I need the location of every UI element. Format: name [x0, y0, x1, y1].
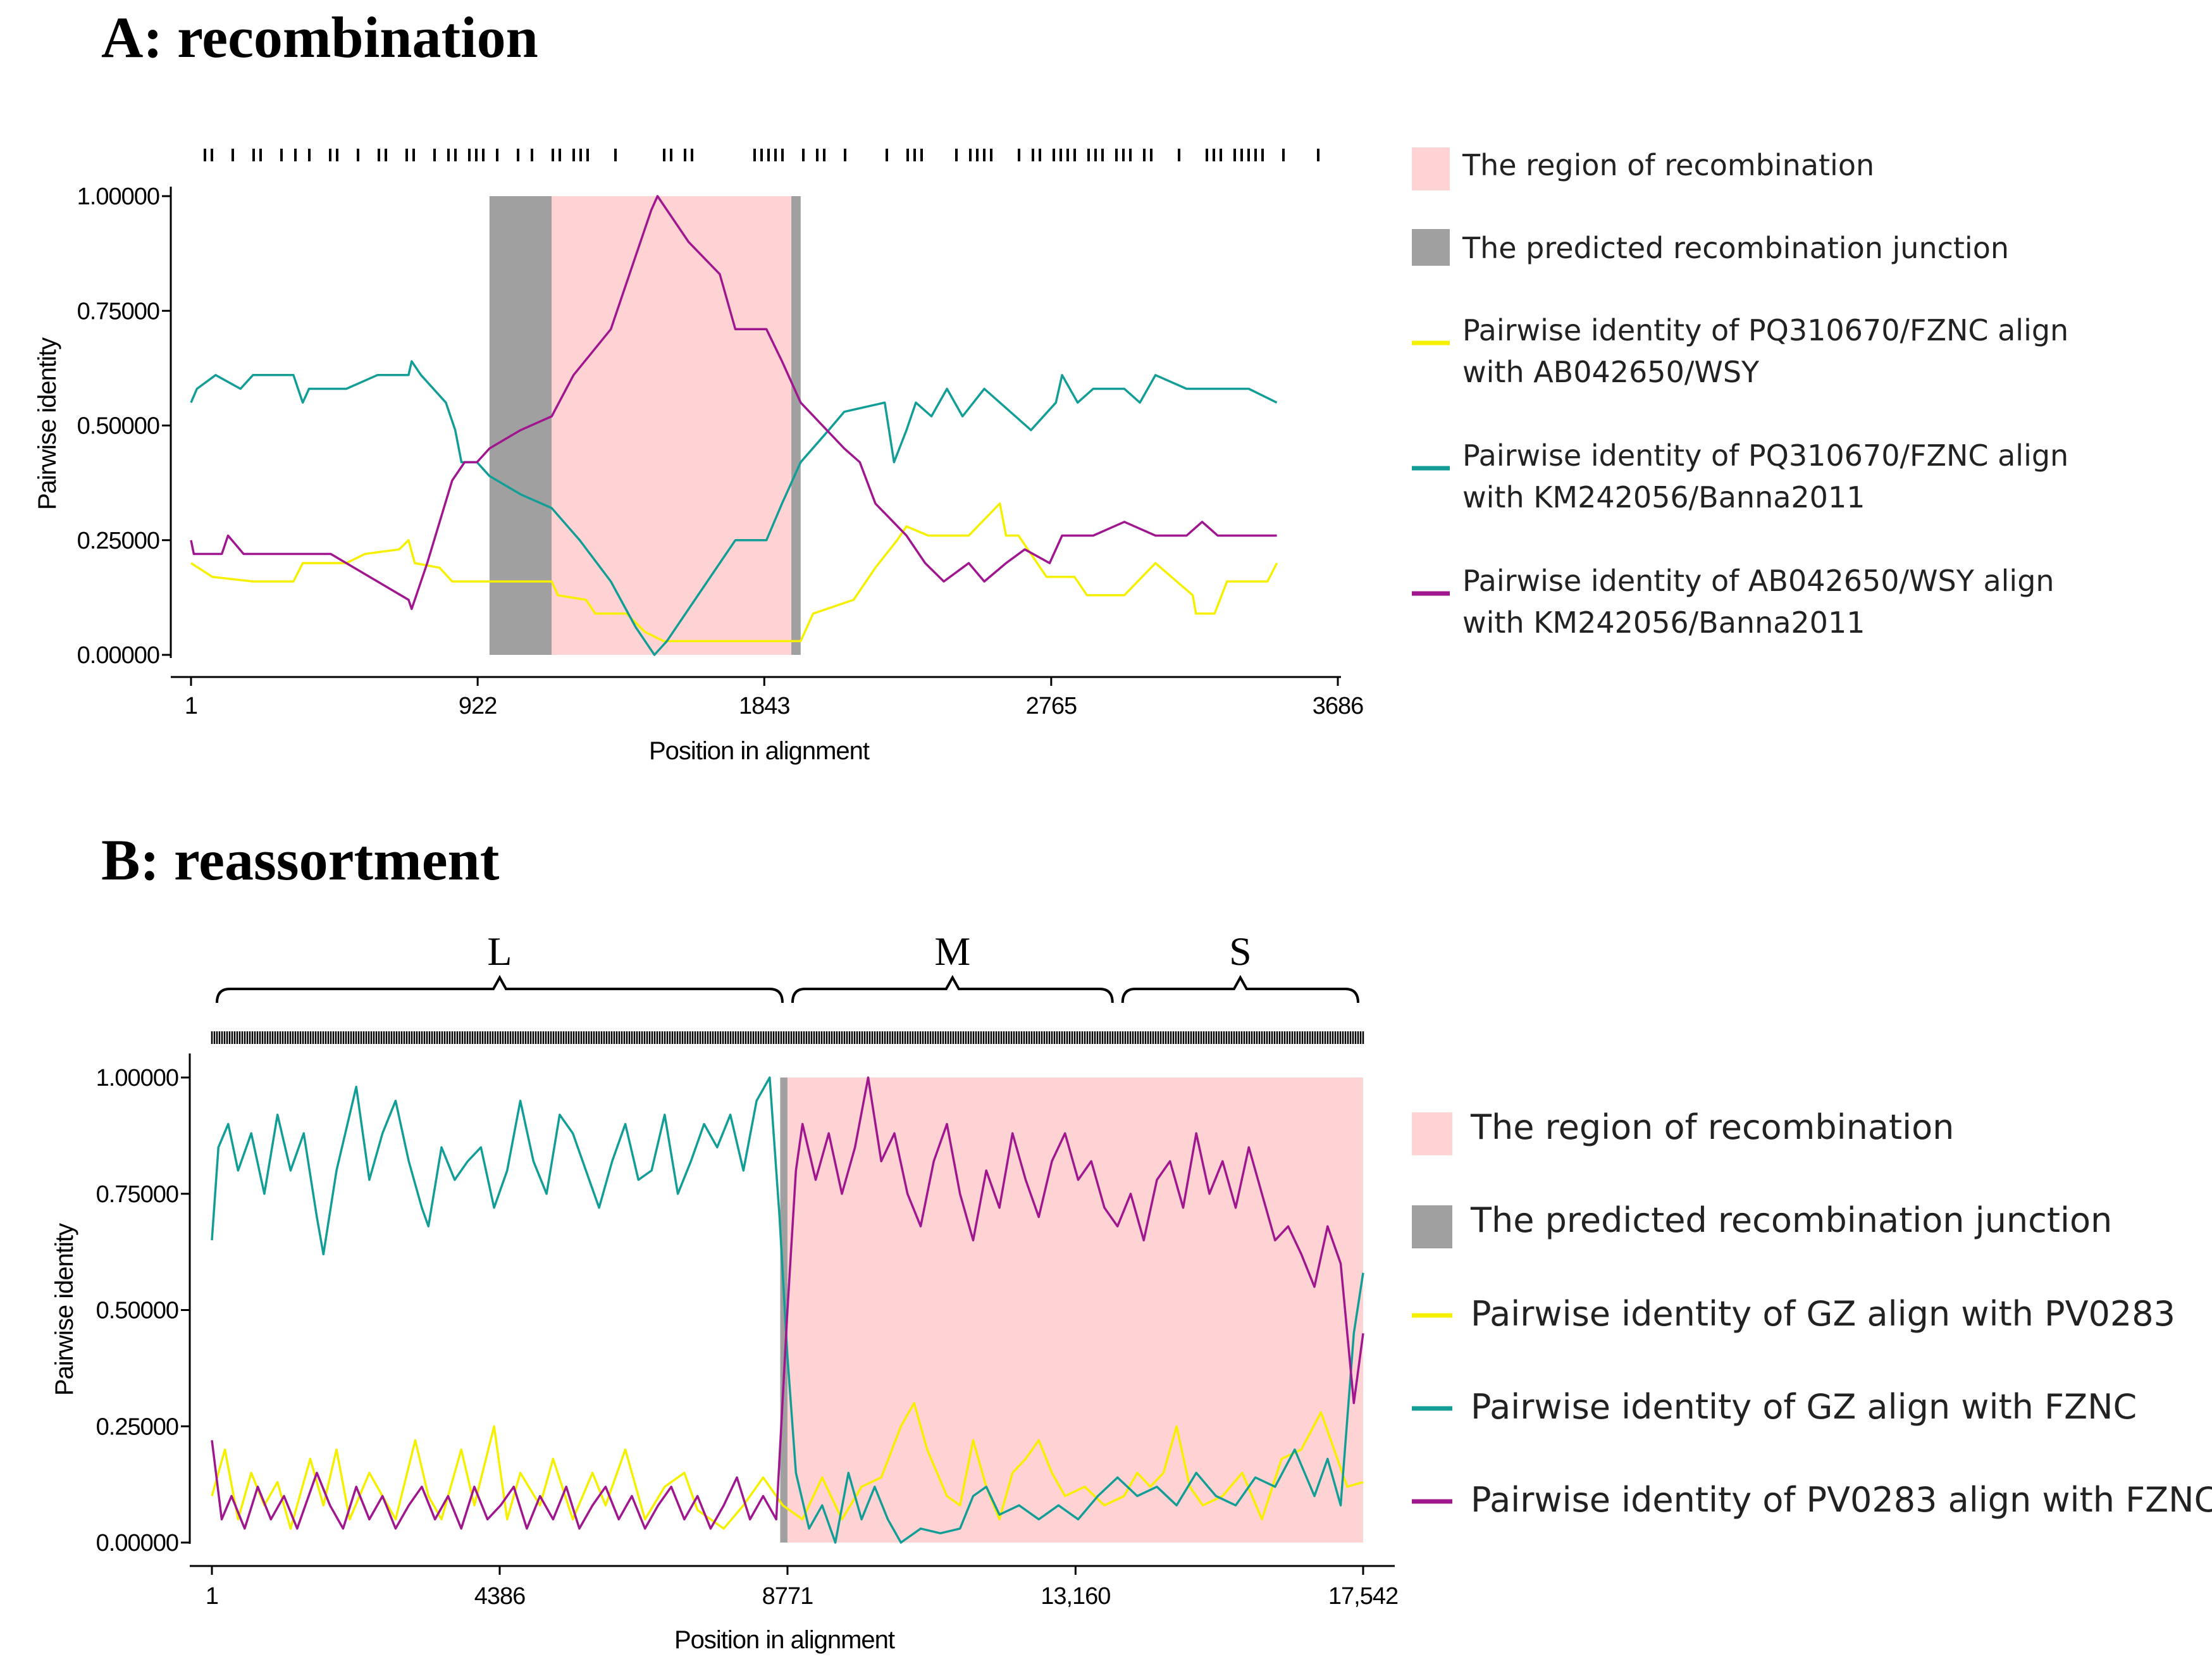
x-tick-label: 2765: [1026, 693, 1077, 719]
panel-b-axes: [188, 1053, 1395, 1567]
panel-b-y-axis-title: Pairwise identity: [51, 1223, 78, 1396]
x-tick-label: 17,542: [1328, 1583, 1398, 1610]
x-tick-label: 13,160: [1041, 1583, 1110, 1610]
shaded-junction-2: [791, 196, 801, 655]
y-tick-label: 0.75000: [96, 1181, 178, 1208]
legend-a-recombination-label: The region of recombination: [1462, 148, 1874, 182]
series-line-1: [211, 1401, 1364, 1530]
series-line-2: [190, 360, 1278, 656]
series-line-1: [190, 502, 1278, 643]
segment-brace-M: [791, 974, 1114, 1003]
x-tick-label: 1843: [739, 693, 790, 719]
segment-label-S: S: [1229, 929, 1252, 974]
legend-b-junction-swatch: [1412, 1205, 1452, 1248]
legend-a-series-3-line-1: Pairwise identity of AB042650/WSY align: [1462, 564, 2054, 598]
panel-b-legend: The region of recombination The predicte…: [1412, 1107, 2212, 1520]
panel-a-legend: The region of recombination The predicte…: [1412, 147, 2068, 640]
x-tick-label: 1: [206, 1583, 218, 1610]
x-tick-label: 8771: [762, 1583, 813, 1610]
y-tick-label: 1.00000: [96, 1065, 178, 1091]
y-tick-label: 0.50000: [77, 413, 159, 440]
series-line-3: [190, 195, 1277, 611]
panel-b-x-axis-title: Position in alignment: [674, 1626, 895, 1654]
panel-a-series: [190, 195, 1278, 656]
segment-brace-L: [216, 974, 784, 1003]
panel-a-y-axis-title: Pairwise identity: [34, 337, 61, 510]
y-tick-label: 0.00000: [77, 642, 159, 669]
legend-a-series-2-line-1: Pairwise identity of PQ310670/FZNC align: [1462, 438, 2068, 473]
panel-b: B: reassortment L M S 1.00000 0.75000 0.5000…: [51, 828, 2212, 1654]
panel-a-y-ticks: 1.00000 0.75000 0.50000 0.25000 0.00000: [77, 183, 171, 669]
shaded-recombination-1: [552, 196, 792, 655]
y-tick-label: 1.00000: [77, 183, 159, 210]
y-tick-label: 0.00000: [96, 1530, 178, 1556]
legend-b-recombination-swatch: [1412, 1112, 1452, 1155]
panel-a-title: A: recombination: [101, 5, 538, 70]
legend-a-series-2-line-2: with KM242056/Banna2011: [1462, 480, 1865, 514]
panel-b-y-ticks: 1.00000 0.75000 0.50000 0.25000 0.00000: [96, 1065, 190, 1556]
legend-b-series-3-label: Pairwise identity of PV0283 align with F…: [1471, 1480, 2212, 1520]
panel-a: A: recombination 1.00000 0.75000 0.50000 0.…: [34, 5, 2068, 765]
y-tick-label: 0.25000: [96, 1413, 178, 1440]
legend-b-junction-label: The predicted recombination junction: [1470, 1200, 2112, 1240]
legend-a-junction-swatch: [1412, 229, 1450, 266]
legend-b-series-2-label: Pairwise identity of GZ align with FZNC: [1471, 1387, 2137, 1427]
segment-brace-S: [1121, 974, 1359, 1003]
panel-b-site-marks: [211, 1031, 1364, 1044]
panel-b-shaded-regions: [780, 1078, 1363, 1543]
y-tick-label: 0.50000: [96, 1298, 178, 1324]
panel-a-shaded-regions: [489, 196, 801, 655]
segment-label-M: M: [934, 929, 970, 974]
legend-a-series-1-line-2: with AB042650/WSY: [1462, 355, 1760, 389]
shaded-junction-0: [489, 196, 552, 655]
legend-b-recombination-label: The region of recombination: [1470, 1107, 1954, 1147]
legend-a-series-3-line-2: with KM242056/Banna2011: [1462, 606, 1865, 640]
x-tick-label: 1: [185, 693, 197, 719]
legend-a-recombination-swatch: [1412, 147, 1450, 190]
legend-b-series-1-label: Pairwise identity of GZ align with PV028…: [1471, 1294, 2175, 1334]
segment-label-L: L: [487, 929, 512, 974]
panel-a-site-marks: [204, 149, 1319, 161]
panel-a-x-axis-title: Position in alignment: [649, 737, 870, 765]
panel-b-title: B: reassortment: [101, 828, 500, 892]
panel-b-x-ticks: 1 4386 8771 13,160 17,542: [206, 1566, 1399, 1610]
x-tick-label: 922: [459, 693, 497, 719]
y-tick-label: 0.25000: [77, 528, 159, 554]
series-line-2: [211, 1076, 1364, 1544]
panel-b-series: [211, 1076, 1364, 1544]
x-tick-label: 4386: [474, 1583, 526, 1610]
y-tick-label: 0.75000: [77, 298, 159, 325]
series-line-3: [211, 1076, 1364, 1530]
x-tick-label: 3686: [1313, 693, 1364, 719]
panel-a-axes: [170, 187, 1341, 678]
legend-a-junction-label: The predicted recombination junction: [1462, 231, 2009, 265]
panel-a-x-ticks: 1 922 1843 2765 3686: [185, 677, 1364, 719]
legend-a-series-1-line-1: Pairwise identity of PQ310670/FZNC align: [1462, 313, 2068, 347]
